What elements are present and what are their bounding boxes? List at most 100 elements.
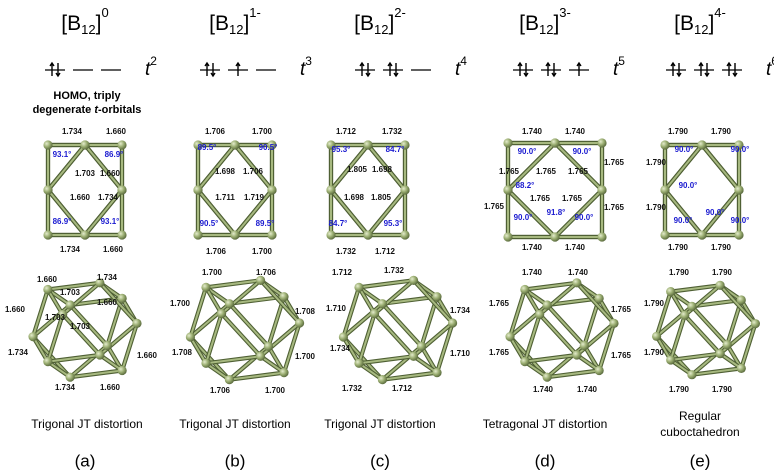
boron-atom	[264, 342, 273, 351]
bond-length: 1.711	[215, 193, 235, 202]
boron-atom	[66, 300, 75, 309]
bond-length: 1.765	[568, 167, 589, 176]
boron-atom	[723, 340, 732, 349]
orbital-symbol: t2	[145, 54, 157, 80]
bond-length: 1.700	[265, 386, 286, 395]
boron-atom	[132, 319, 141, 328]
bond-length: 1.706	[243, 167, 264, 176]
boron-atom	[354, 283, 363, 292]
bond-length: 1.698	[344, 193, 365, 202]
bond-highlight	[685, 315, 720, 353]
bond-length: 1.700	[295, 352, 316, 361]
boron-atom	[279, 292, 288, 301]
bond-length: 1.734	[98, 193, 119, 202]
bond-length: 1.734	[97, 273, 118, 282]
boron-atom	[193, 230, 202, 239]
boron-atom	[448, 318, 457, 327]
homo-note: HOMO, triply	[53, 90, 121, 102]
bond-length: 1.734	[330, 344, 351, 353]
bond-angle: 90.0°	[674, 216, 693, 225]
boron-atom	[715, 349, 724, 358]
boron-atom	[95, 350, 104, 359]
bond-length: 1.734	[55, 383, 76, 392]
boron-atom	[543, 373, 552, 382]
boron-atom	[43, 185, 52, 194]
panel-label: (d)	[535, 451, 556, 470]
boron-atom	[666, 287, 675, 296]
bond-highlight	[375, 314, 414, 357]
boron-atom	[660, 185, 669, 194]
bond-length: 1.740	[522, 243, 543, 252]
boron-atom	[417, 342, 426, 351]
boron-atom	[80, 140, 89, 149]
bond-angle: 88.2°	[516, 181, 535, 190]
boron-atom	[597, 185, 606, 194]
formula-part: [B	[354, 12, 374, 35]
orbital-occupancy: 3	[305, 54, 312, 68]
boron-atom	[751, 319, 760, 328]
bond-length: 1.660	[103, 245, 124, 254]
bond-length: 1.719	[244, 193, 265, 202]
boron-atom	[295, 318, 304, 327]
bond-length: 1.790	[712, 268, 733, 277]
bond-length: 1.732	[336, 247, 357, 256]
bond-length: 1.732	[384, 266, 405, 275]
formula-part: [B	[674, 12, 694, 35]
orbital-occupancy: 2	[150, 54, 157, 68]
boron-atom	[660, 140, 669, 149]
orbital-symbol: t4	[455, 54, 467, 80]
bond-length: 1.740	[577, 385, 598, 394]
bond-angle: 90.0°	[679, 181, 698, 190]
bond-angle: 91.8°	[547, 208, 566, 217]
bond-length: 1.732	[342, 384, 363, 393]
boron-atom	[370, 309, 379, 318]
panel-label: (b)	[225, 451, 246, 470]
panel-label: (e)	[690, 451, 711, 470]
boron-atom	[230, 140, 239, 149]
bond-length: 1.706	[206, 247, 227, 256]
boron-atom	[326, 185, 335, 194]
bond-length: 1.660	[100, 169, 121, 178]
bond-angle: 89.5°	[256, 219, 275, 228]
bond-length: 1.790	[712, 385, 733, 394]
formula-charge: 0	[101, 5, 108, 20]
formula-subscript: 12	[229, 22, 243, 37]
bond-length: 1.734	[60, 245, 81, 254]
boron-atom	[520, 285, 529, 294]
bond-length: 1.765	[484, 202, 505, 211]
bond-highlight	[540, 314, 577, 355]
bond-length: 1.805	[347, 165, 368, 174]
boron-atom	[660, 230, 669, 239]
bond-angle: 90.0°	[731, 216, 750, 225]
bond-highlight	[229, 304, 268, 347]
boron-atom	[503, 138, 512, 147]
homo-note: degenerate t-orbitals	[33, 104, 142, 116]
boron-atom	[572, 278, 581, 287]
bond-length: 1.732	[382, 127, 403, 136]
bond-angle: 95.3°	[384, 219, 403, 228]
bond-length: 1.740	[522, 127, 543, 136]
boron-atom	[378, 299, 387, 308]
boron-atom	[279, 368, 288, 377]
boron-atom	[680, 311, 689, 320]
bond-angle: 90.0°	[575, 213, 594, 222]
boron-atom	[43, 285, 52, 294]
boron-atom	[80, 230, 89, 239]
formula-part: [B	[209, 12, 229, 35]
boron-atom	[326, 230, 335, 239]
bond-angle: 86.9°	[105, 150, 124, 159]
bond-length: 1.708	[172, 348, 193, 357]
boron-atom	[43, 140, 52, 149]
bond-length: 1.740	[522, 268, 543, 277]
bond-angle: 86.9°	[53, 217, 72, 226]
boron-atom	[28, 332, 37, 341]
bond-length: 1.765	[489, 348, 510, 357]
bond-length: 1.698	[215, 167, 236, 176]
bond-highlight	[692, 306, 727, 344]
orbital-symbol: t5	[613, 54, 625, 80]
boron-atom	[400, 185, 409, 194]
boron-atom	[687, 370, 696, 379]
figure: HOMO, triply degenerate t-orbitals [B12]…	[0, 0, 774, 472]
boron-atom	[597, 232, 606, 241]
bond-length: 1.703	[45, 313, 66, 322]
